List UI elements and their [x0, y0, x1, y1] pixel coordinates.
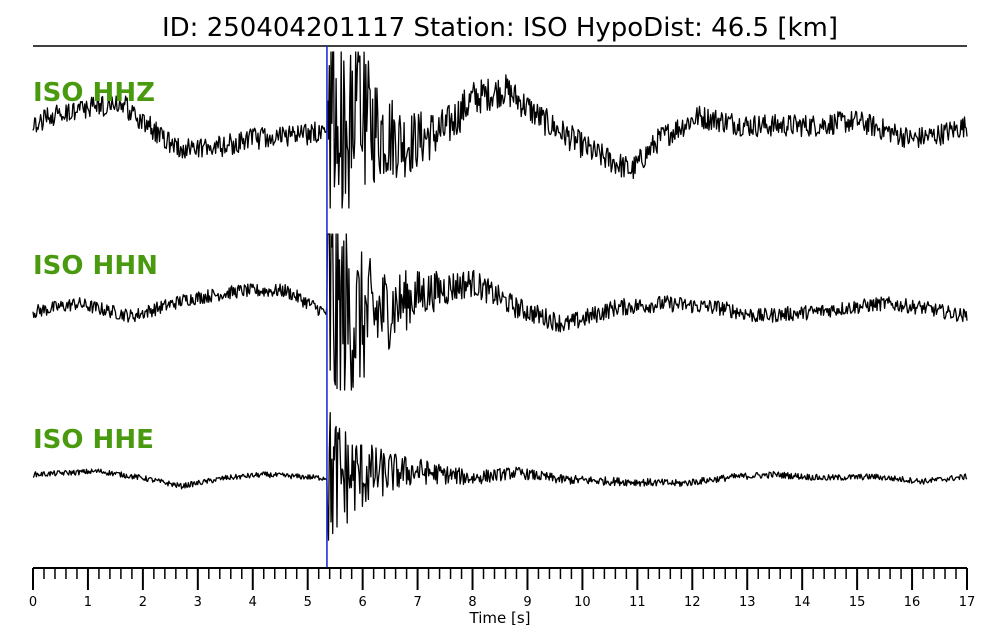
trace-label-hhz: ISO HHZ: [33, 78, 155, 108]
trace-labels: ISO HHZ ISO HHN ISO HHE: [33, 78, 158, 455]
x-tick-label: 14: [794, 595, 811, 610]
x-tick-label: 15: [849, 595, 866, 610]
x-tick-label: 7: [413, 595, 421, 610]
x-tick-label: 3: [194, 595, 202, 610]
trace-label-hhn: ISO HHN: [33, 251, 158, 281]
x-tick-label: 17: [959, 595, 976, 610]
x-axis: 0 1 2 3 4 5 6 7 8 9 10 11 12 13 14 15 16 17 Time [s]: [29, 567, 975, 627]
x-tick-label: 11: [629, 595, 646, 610]
x-tick-label: 0: [29, 595, 37, 610]
x-axis-label: Time [s]: [469, 609, 531, 627]
x-tick-label: 12: [684, 595, 701, 610]
chart-title: ID: 250404201117 Station: ISO HypoDist: …: [162, 13, 838, 43]
trace-hhz: [32, 51, 968, 209]
x-tick-label: 2: [139, 595, 147, 610]
x-tick-label: 1: [84, 595, 92, 610]
major-ticks: 0 1 2 3 4 5 6 7 8 9 10 11 12 13 14 15 16 17: [29, 568, 975, 610]
trace-hhe: [32, 412, 968, 541]
x-tick-label: 13: [739, 595, 756, 610]
trace-group: [32, 51, 968, 541]
x-tick-label: 5: [304, 595, 312, 610]
x-tick-label: 8: [468, 595, 476, 610]
x-tick-label: 4: [249, 595, 257, 610]
trace-label-hhe: ISO HHE: [33, 425, 154, 455]
x-tick-label: 9: [523, 595, 531, 610]
trace-hhn: [32, 233, 968, 391]
x-tick-label: 6: [359, 595, 367, 610]
x-tick-label: 10: [574, 595, 591, 610]
minor-ticks: [43, 568, 957, 579]
x-tick-label: 16: [904, 595, 921, 610]
